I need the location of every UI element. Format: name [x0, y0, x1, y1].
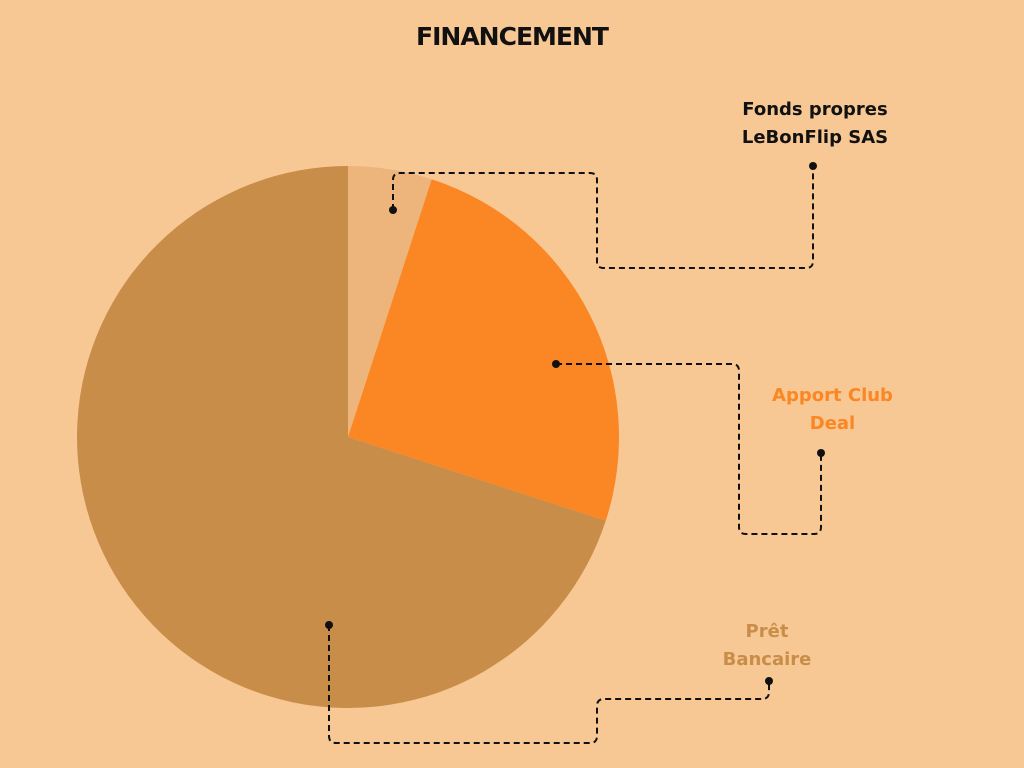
chart-title: FINANCEMENT	[416, 22, 609, 51]
leader-lines	[325, 162, 825, 744]
leader-dot	[389, 206, 397, 214]
slice-label: Fonds propres LeBonFlip SAS	[741, 99, 889, 148]
pie-slice	[77, 166, 606, 709]
leader-line	[392, 166, 814, 269]
slice-label: Prêt Bancaire	[722, 621, 812, 670]
slice-label: Apport Club Deal	[772, 385, 893, 434]
pie-slice	[348, 179, 619, 521]
leader-dot	[809, 162, 817, 170]
leader-line	[328, 625, 770, 744]
leader-dot	[765, 677, 773, 685]
pie	[77, 166, 619, 709]
leader-dot	[552, 360, 560, 368]
leader-dot	[325, 621, 333, 629]
pie-slice	[348, 166, 432, 437]
leader-dot	[817, 449, 825, 457]
leader-line	[556, 363, 822, 535]
